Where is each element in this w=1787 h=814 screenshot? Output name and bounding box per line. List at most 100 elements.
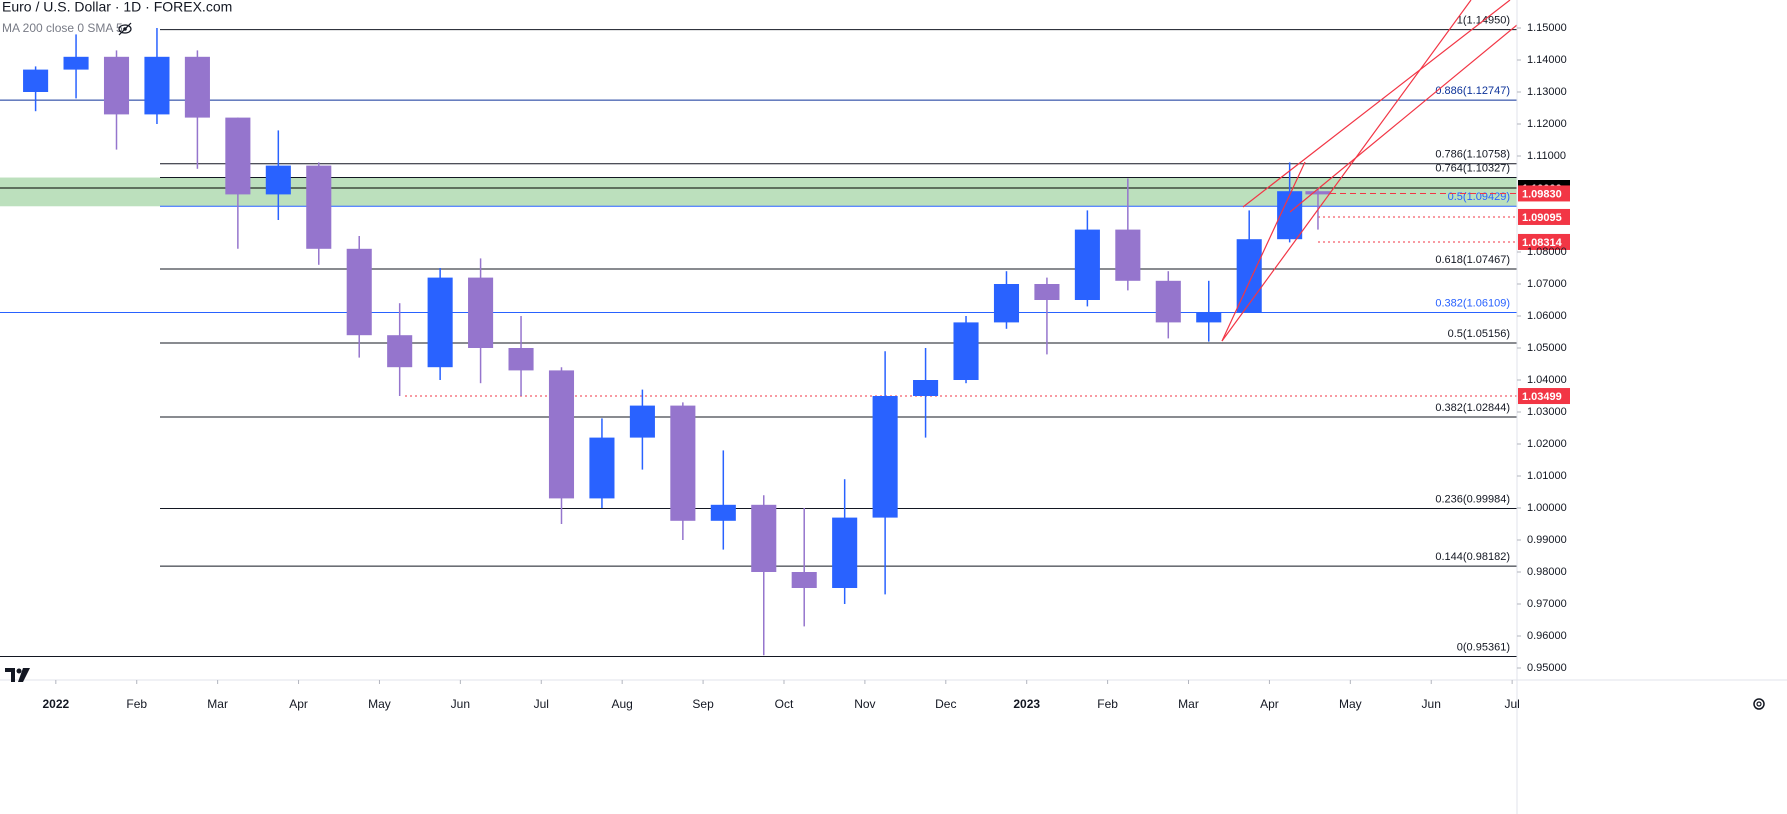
candle-body: [1305, 191, 1331, 195]
x-tick-label: Nov: [854, 697, 875, 711]
x-tick-label: Apr: [1260, 697, 1279, 711]
y-tick-label: 0.95000: [1527, 662, 1567, 674]
trendline: [1289, 24, 1517, 213]
y-tick-label: 1.00000: [1527, 502, 1567, 514]
fib-label: 0.382(1.06109): [1435, 297, 1510, 309]
eye-icon[interactable]: [118, 22, 132, 36]
candle-body: [427, 277, 453, 368]
x-tick-label: Oct: [775, 697, 794, 711]
fib-label: 0.764(1.10327): [1435, 162, 1510, 174]
candle-body: [832, 517, 858, 588]
y-tick-label: 0.97000: [1527, 598, 1567, 610]
support-zone: [0, 177, 1517, 207]
fib-label: 0.236(0.99984): [1435, 493, 1510, 505]
y-tick-label: 1.01000: [1527, 470, 1567, 482]
candle-body: [589, 437, 615, 499]
y-tick-label: 0.98000: [1527, 566, 1567, 578]
candle-body: [670, 405, 696, 521]
fib-label: 0.382(1.02844): [1435, 402, 1510, 414]
price-label: 1.08314: [1522, 237, 1563, 249]
candle-body: [751, 504, 777, 572]
price-label: 1.03499: [1522, 391, 1562, 403]
y-tick-label: 1.14000: [1527, 54, 1567, 66]
x-tick-label: Sep: [692, 697, 714, 711]
price-label-box: [1518, 185, 1570, 202]
x-tick-label: Feb: [126, 697, 147, 711]
candle-body: [225, 117, 251, 195]
x-tick-label: Dec: [935, 697, 956, 711]
y-tick-label: 1.04000: [1527, 374, 1567, 386]
y-tick-label: 1.13000: [1527, 86, 1567, 98]
settings-icon[interactable]: [1753, 698, 1765, 710]
price-label: 1.09095: [1522, 212, 1562, 224]
trendlines: [1221, 0, 1517, 342]
candle-body: [953, 322, 979, 380]
zone-layer: [0, 177, 1517, 207]
x-tick-label: Jun: [451, 697, 470, 711]
candle-body: [346, 248, 372, 336]
candles-layer: [23, 28, 1331, 656]
fib-label: 0.5(1.09429): [1448, 191, 1510, 203]
candle-body: [387, 335, 413, 368]
y-tick-label: 1.12000: [1527, 118, 1567, 130]
candle-body: [791, 572, 817, 588]
candle-body: [144, 56, 170, 115]
candle-body: [306, 165, 332, 249]
price-label-box: [1518, 388, 1570, 405]
y-tick-label: 1.06000: [1527, 310, 1567, 322]
indicator-label: MA 200 close 0 SMA 5: [2, 21, 123, 35]
x-tick-label: Mar: [1178, 697, 1199, 711]
candle-body: [548, 370, 575, 499]
y-tick-label: 1.15000: [1527, 22, 1567, 34]
trendline: [1221, 161, 1306, 342]
y-tick-label: 1.03000: [1527, 406, 1567, 418]
fib-label: 0(0.95361): [1457, 641, 1510, 653]
candle-body: [1034, 284, 1060, 300]
candle-body: [1277, 191, 1303, 240]
y-tick-label: 1.11000: [1527, 150, 1566, 162]
fib-label: 0.886(1.12747): [1435, 85, 1510, 97]
price-label-box: [1518, 233, 1570, 250]
candle-body: [1155, 280, 1181, 323]
symbol-title: Euro / U.S. Dollar · 1D · FOREX.com: [2, 0, 232, 15]
trendline: [1221, 0, 1472, 342]
candle-body: [23, 69, 49, 92]
x-tick-label: Apr: [289, 697, 308, 711]
x-tick-label: Aug: [611, 697, 632, 711]
candle-body: [1115, 229, 1141, 281]
candle-body: [710, 504, 736, 521]
price-label-box: [1518, 208, 1570, 225]
x-tick-label: Jul: [534, 697, 549, 711]
candle-body: [872, 396, 898, 518]
candle-body: [629, 405, 655, 438]
x-tick-label: May: [368, 697, 391, 711]
y-tick-label: 1.05000: [1527, 342, 1567, 354]
fib-label: 0.5(1.05156): [1448, 328, 1510, 340]
x-tick-label: Jul: [1504, 697, 1519, 711]
candle-body: [63, 56, 89, 70]
trendline: [1242, 0, 1511, 208]
candle-body: [103, 56, 130, 115]
tv-logo[interactable]: [5, 668, 30, 682]
x-tick-label: May: [1339, 697, 1362, 711]
x-tick-label: Jun: [1422, 697, 1441, 711]
candle-body: [184, 56, 210, 118]
y-tick-label: 0.96000: [1527, 630, 1567, 642]
candle-body: [1074, 229, 1100, 300]
x-tick-label: 2023: [1013, 697, 1040, 711]
candle-body: [1196, 312, 1222, 323]
candle-body: [468, 277, 494, 348]
candle-body: [993, 284, 1020, 323]
lines-layer: 1(1.14950)0.886(1.12747)0.786(1.10758)0.…: [0, 15, 1517, 657]
x-tick-label: 2022: [42, 697, 69, 711]
x-tick-label: Mar: [207, 697, 228, 711]
candle-body: [508, 348, 534, 371]
x-tick-label: Feb: [1097, 697, 1118, 711]
fib-label: 0.144(0.98182): [1435, 551, 1510, 563]
price-label: 1.09830: [1522, 188, 1562, 200]
y-tick-label: 1.02000: [1527, 438, 1567, 450]
fib-label: 0.618(1.07467): [1435, 254, 1510, 266]
fib-label: 0.786(1.10758): [1435, 149, 1510, 161]
